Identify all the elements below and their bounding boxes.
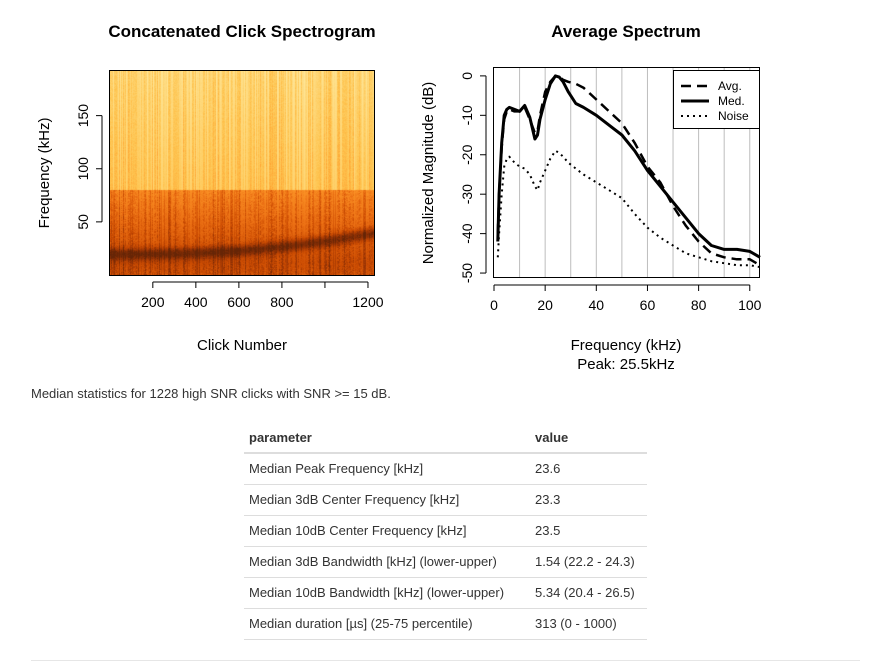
spectrogram-y-label: Frequency (kHz) — [36, 118, 53, 229]
spectrogram-x-tick-label: 400 — [184, 294, 208, 310]
table-row: Median 10dB Bandwidth [kHz] (lower-upper… — [244, 577, 647, 609]
average-spectrum-y-axis: 0 -10 -20 -30 -40 -50 — [459, 72, 487, 283]
spectrogram-y-tick-label: 100 — [75, 157, 91, 181]
stats-value-cell: 23.5 — [530, 515, 647, 547]
table-row: Median duration [µs] (25-75 percentile) … — [244, 608, 647, 640]
spectrogram-chart: Concatenated Click Spectrogram 200 400 600… — [36, 22, 384, 354]
average-spectrum-y-label: Normalized Magnitude (dB) — [420, 82, 437, 265]
average-spectrum-chart: Average Spectrum 0 20 40 60 80 100 0 -10 -20 -30… — [420, 22, 762, 373]
spectrogram-x-tick-label: 800 — [270, 294, 294, 310]
spectrogram-y-axis: 50 100 150 — [75, 104, 103, 230]
average-spectrum-x-label: Frequency (kHz) — [571, 337, 682, 354]
spectrogram-image — [110, 71, 374, 275]
spectrogram-x-label: Click Number — [197, 337, 287, 354]
average-spectrum-y-tick-label: -10 — [459, 105, 475, 125]
average-spectrum-series — [496, 74, 761, 269]
stats-value-cell: 1.54 (22.2 - 24.3) — [530, 546, 647, 578]
stats-value-cell: 5.34 (20.4 - 26.5) — [530, 577, 647, 609]
stats-value-cell: 313 (0 - 1000) — [530, 608, 647, 640]
average-spectrum-x-tick-label: 0 — [490, 297, 498, 313]
table-row: Median Peak Frequency [kHz] 23.6 — [244, 453, 647, 485]
figure: Concatenated Click Spectrogram 200 400 600… — [36, 22, 762, 373]
legend-label: Avg. — [718, 79, 742, 93]
average-spectrum-y-tick-label: 0 — [459, 72, 475, 80]
legend-label: Noise — [718, 109, 749, 123]
stats-parameter-cell: Median duration [µs] (25-75 percentile) — [244, 608, 530, 640]
stats-header-value: value — [530, 424, 647, 454]
stats-value-cell: 23.3 — [530, 484, 647, 516]
stats-parameter-cell: Median 3dB Bandwidth [kHz] (lower-upper) — [244, 546, 530, 578]
average-spectrum-y-tick-label: -30 — [459, 184, 475, 204]
average-spectrum-y-tick-label: -40 — [459, 223, 475, 243]
spectrogram-x-tick-label: 600 — [227, 294, 251, 310]
stats-parameter-cell: Median 10dB Bandwidth [kHz] (lower-upper… — [244, 577, 530, 609]
average-spectrum-x-axis: 0 20 40 60 80 100 — [490, 284, 762, 313]
average-spectrum-peak-label: Peak: 25.5kHz — [577, 356, 675, 373]
average-spectrum-y-tick-label: -20 — [459, 144, 475, 164]
spectrogram-x-tick-label: 1200 — [352, 294, 383, 310]
series-line-med — [496, 74, 761, 259]
stats-parameter-cell: Median 10dB Center Frequency [kHz] — [244, 515, 530, 547]
average-spectrum-legend: Avg.Med.Noise — [673, 70, 760, 129]
spectrogram-heatmap — [110, 71, 374, 275]
spectrogram-x-axis: 200 400 600 800 1200 — [141, 281, 384, 310]
spectrogram-frame — [109, 70, 375, 276]
table-row: Median 10dB Center Frequency [kHz] 23.5 — [244, 515, 647, 547]
stats-table: parameter value Median Peak Frequency [k… — [244, 424, 647, 640]
stats-parameter-cell: Median 3dB Center Frequency [kHz] — [244, 484, 530, 516]
average-spectrum-x-tick-label: 60 — [640, 297, 656, 313]
average-spectrum-title: Average Spectrum — [551, 22, 701, 41]
average-spectrum-x-tick-label: 80 — [691, 297, 707, 313]
average-spectrum-x-tick-label: 40 — [589, 297, 605, 313]
spectrogram-y-tick-label: 150 — [75, 104, 91, 128]
stats-parameter-cell: Median Peak Frequency [kHz] — [244, 453, 530, 485]
average-spectrum-frame — [493, 67, 760, 278]
spectrogram-x-tick-label: 200 — [141, 294, 165, 310]
table-row: Median 3dB Bandwidth [kHz] (lower-upper)… — [244, 546, 647, 578]
stats-header-parameter: parameter — [244, 424, 530, 454]
bottom-divider — [31, 660, 860, 661]
stats-table-header-row: parameter value — [244, 424, 647, 454]
legend-label: Med. — [718, 94, 745, 108]
average-spectrum-x-tick-label: 100 — [738, 297, 762, 313]
average-spectrum-y-tick-label: -50 — [459, 263, 475, 283]
spectrogram-y-tick-label: 50 — [75, 214, 91, 230]
stats-caption: Median statistics for 1228 high SNR clic… — [31, 386, 391, 401]
average-spectrum-x-tick-label: 20 — [537, 297, 553, 313]
table-row: Median 3dB Center Frequency [kHz] 23.3 — [244, 484, 647, 516]
spectrogram-title: Concatenated Click Spectrogram — [108, 22, 375, 41]
stats-value-cell: 23.6 — [530, 453, 647, 485]
